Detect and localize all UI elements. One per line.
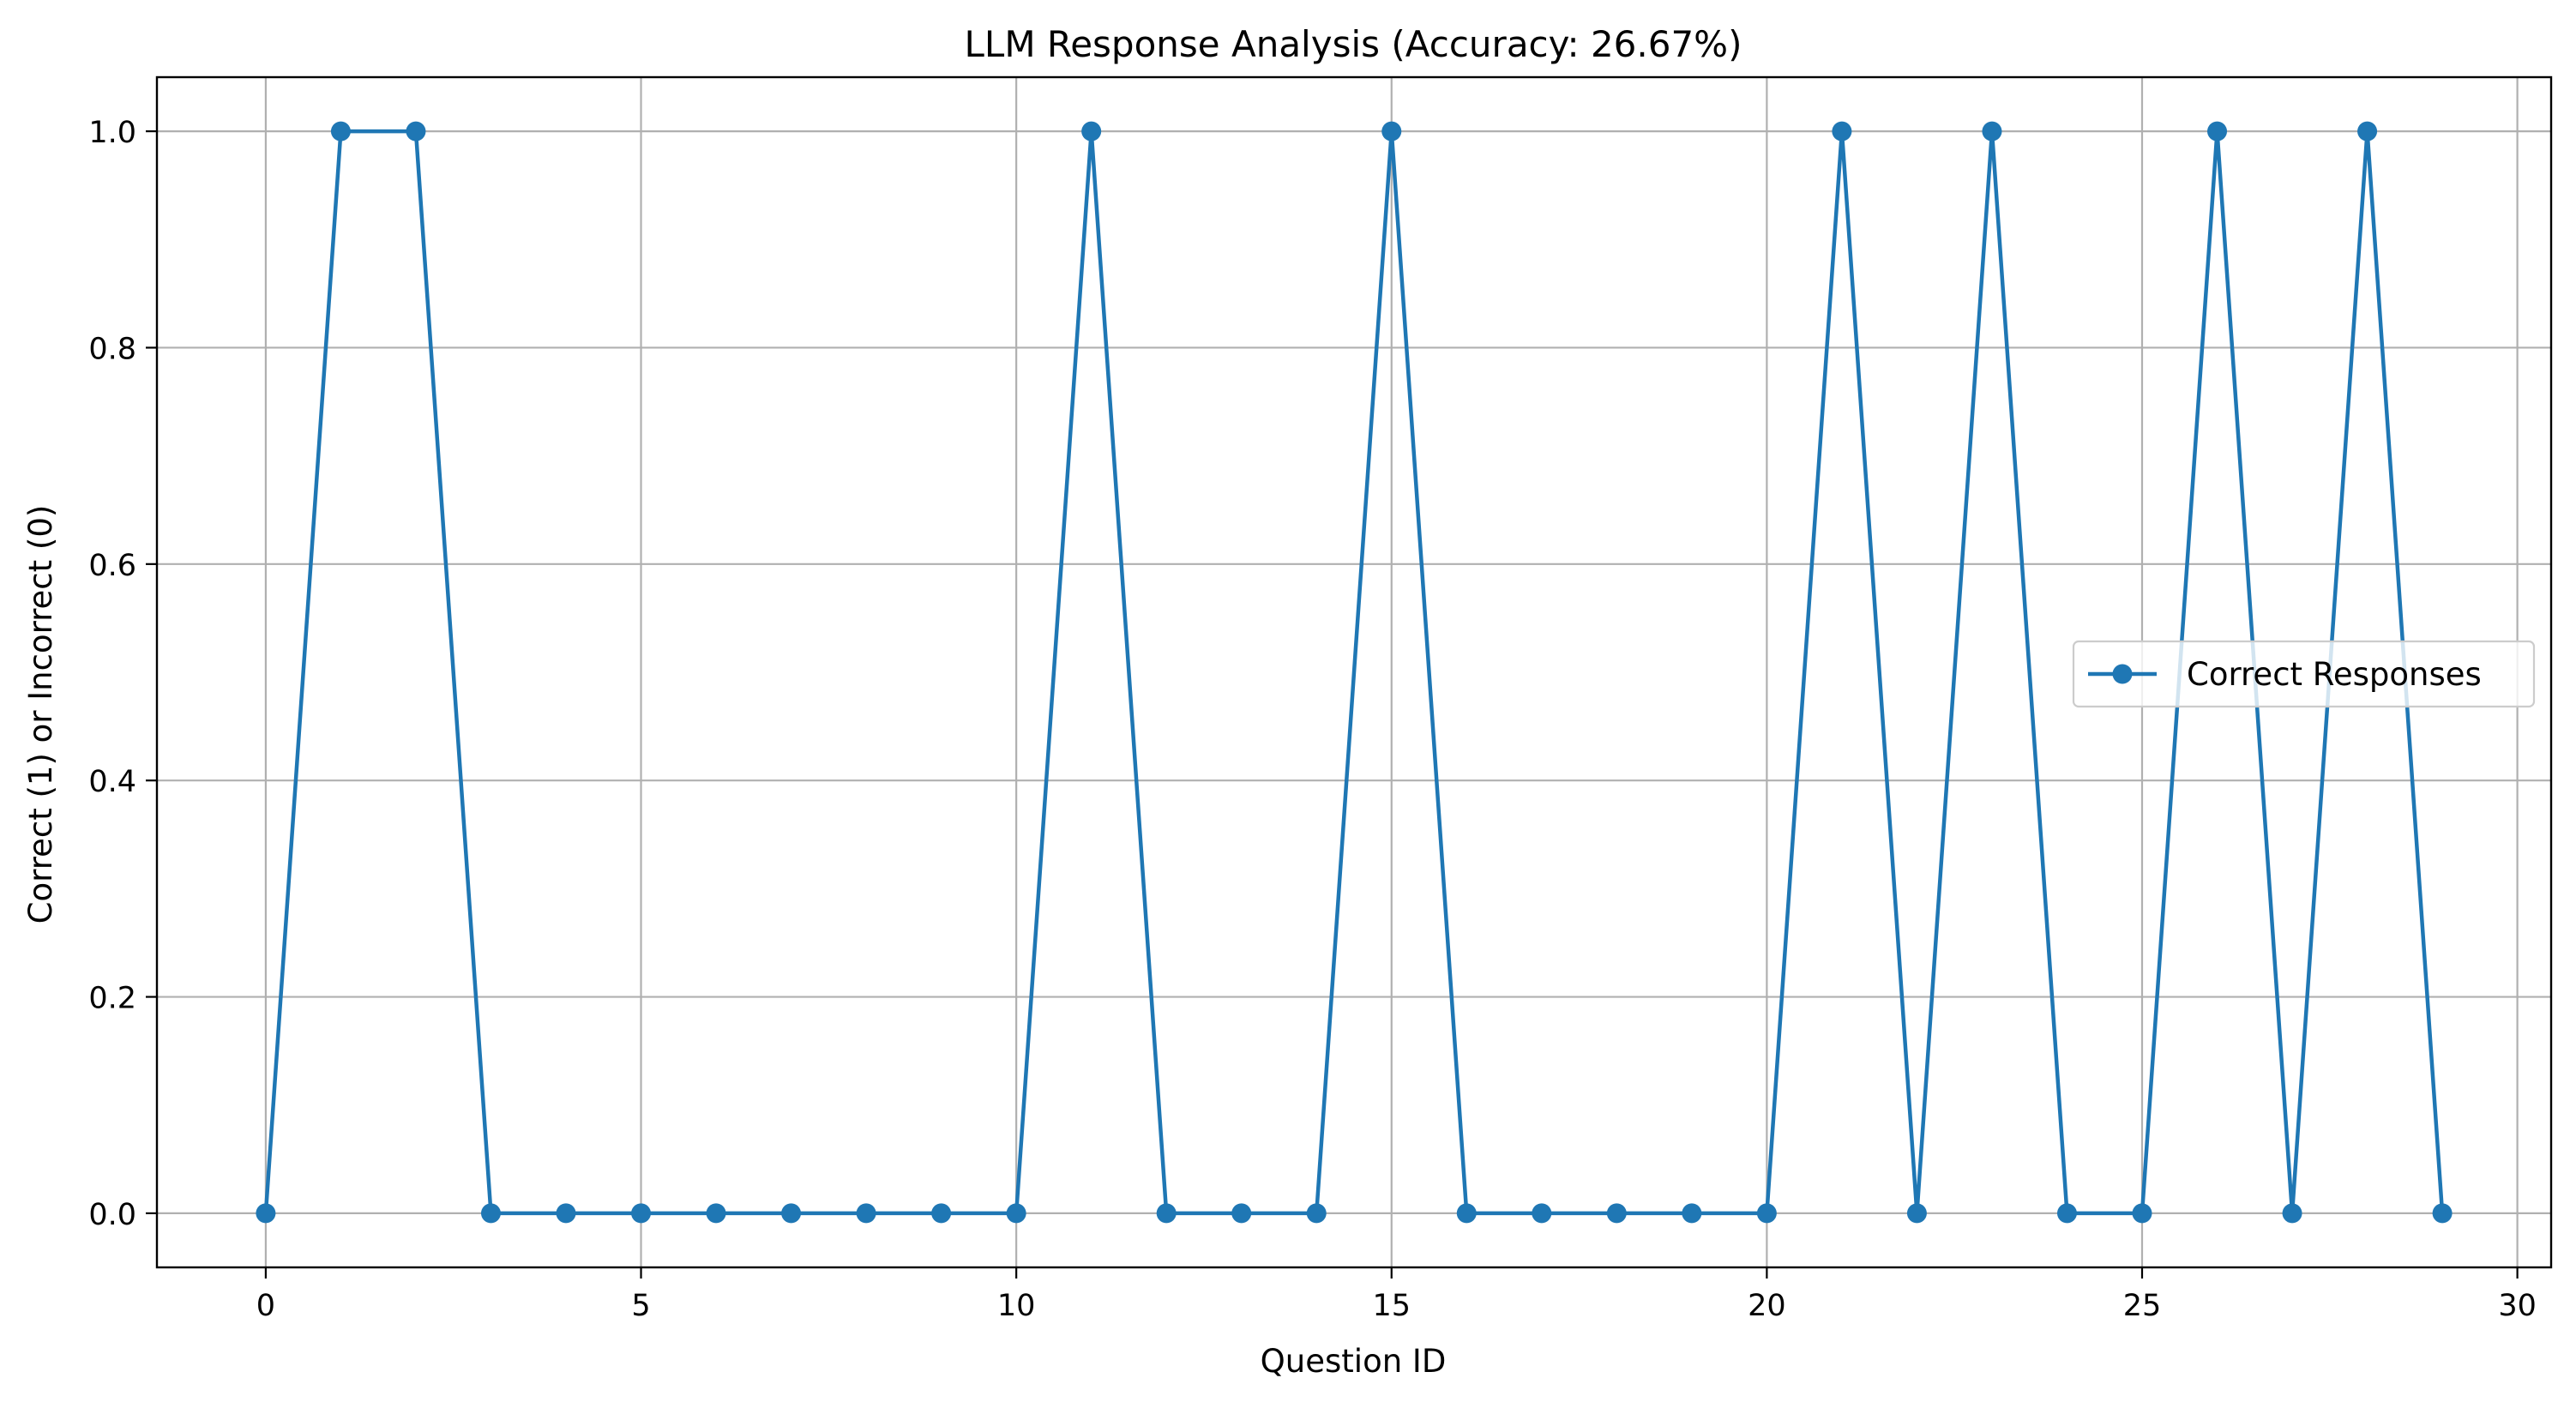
x-tick-label: 20 (1748, 1289, 1786, 1323)
legend-label: Correct Responses (2187, 656, 2482, 693)
y-tick-label: 0.6 (88, 549, 136, 583)
data-point-marker (2207, 121, 2228, 141)
data-point-marker (2056, 1203, 2077, 1224)
y-axis-label: Correct (1) or Incorrect (0) (22, 505, 59, 924)
x-tick-label: 10 (997, 1289, 1036, 1323)
data-point-marker (256, 1203, 276, 1224)
x-tick-label: 5 (631, 1289, 650, 1323)
y-tick-label: 0.0 (88, 1198, 136, 1232)
x-tick-label: 30 (2498, 1289, 2537, 1323)
data-point-marker (1456, 1203, 1477, 1224)
data-point-marker (556, 1203, 576, 1224)
data-point-marker (1306, 1203, 1327, 1224)
data-point-marker (1756, 1203, 1777, 1224)
legend-box (2072, 640, 2536, 708)
data-point-marker (931, 1203, 952, 1224)
y-tick-label: 0.2 (88, 982, 136, 1016)
data-point-marker (406, 121, 426, 141)
data-point-marker (856, 1203, 876, 1224)
data-point-marker (1982, 121, 2002, 141)
data-point-marker (330, 121, 351, 141)
data-point-marker (2432, 1203, 2453, 1224)
data-point-marker (1832, 121, 1852, 141)
x-tick-label: 25 (2123, 1289, 2162, 1323)
legend-marker-swatch (2112, 664, 2133, 684)
data-point-marker (1532, 1203, 1552, 1224)
legend: Correct Responses (2072, 640, 2536, 708)
data-point-marker (2282, 1203, 2302, 1224)
data-point-marker (1906, 1203, 1927, 1224)
x-axis-label: Question ID (1261, 1343, 1447, 1380)
ticks: 0 5 10 15 20 25 30 0.0 0.2 0.4 0.6 0.8 1.0 (88, 116, 2537, 1323)
data-point-marker (631, 1203, 652, 1224)
data-point-marker (1081, 121, 1102, 141)
series-line (263, 129, 2445, 1216)
data-point-marker (781, 1203, 802, 1224)
data-point-marker (706, 1203, 726, 1224)
data-point-marker (1381, 121, 1402, 141)
data-point-marker (2132, 1203, 2152, 1224)
data-point-marker (1231, 1203, 1252, 1224)
y-tick-label: 0.8 (88, 332, 136, 366)
axes-frame (155, 75, 2553, 1269)
y-tick-label: 0.4 (88, 765, 136, 799)
data-point-marker (1006, 1203, 1026, 1224)
data-point-marker (480, 1203, 501, 1224)
data-point-marker (1156, 1203, 1177, 1224)
data-point-marker (2357, 121, 2378, 141)
data-point-marker (1606, 1203, 1627, 1224)
chart-title: LLM Response Analysis (Accuracy: 26.67%) (965, 23, 1742, 65)
y-tick-label: 1.0 (88, 116, 136, 150)
data-point-marker (1682, 1203, 1702, 1224)
data-series (256, 121, 2453, 1224)
x-tick-label: 0 (256, 1289, 275, 1323)
x-tick-label: 15 (1372, 1289, 1411, 1323)
